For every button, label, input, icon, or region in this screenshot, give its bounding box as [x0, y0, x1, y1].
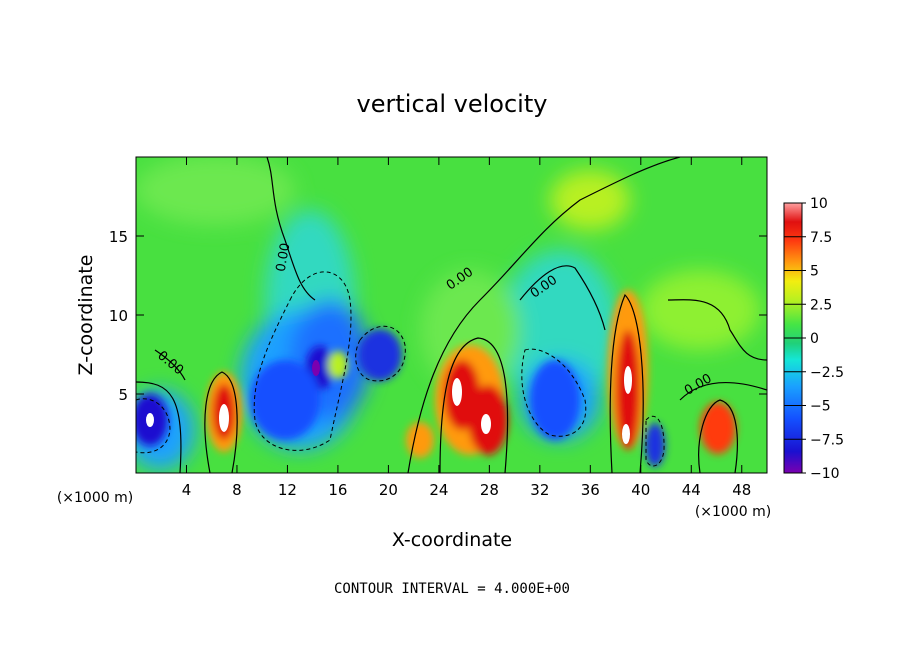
x-tick-label: 36: [581, 481, 600, 499]
colorbar-tick-label: 5: [810, 264, 819, 280]
y-tick-label: 10: [109, 307, 128, 325]
x-tick-label: 8: [232, 481, 242, 499]
x-tick-label: 40: [631, 481, 650, 499]
y-axis: 5 10 15: [109, 228, 767, 404]
x-axis: 4 8 12 16 20 24 28 32 36 40 44 48: [182, 157, 751, 499]
colorbar-tick-label: −5: [810, 399, 831, 415]
contour-lines-negative: [136, 271, 665, 467]
y-tick-label: 5: [118, 386, 128, 404]
x-axis-label: X-coordinate: [392, 529, 512, 551]
colorbar-tick-label: 7.5: [810, 230, 832, 246]
y-axis-label: Z-coordinate: [75, 255, 97, 376]
colorbar-tick-label: −7.5: [810, 432, 844, 448]
x-tick-label: 44: [682, 481, 701, 499]
colorbar-tick-label: 10: [810, 196, 828, 212]
x-tick-label: 20: [379, 481, 398, 499]
x-unit-right: (×1000 m): [695, 504, 771, 520]
colorbar-tick-label: 0: [810, 331, 819, 347]
contour-label: 0.00: [274, 242, 294, 273]
contour-interval-note: CONTOUR INTERVAL = 4.000E+00: [334, 581, 570, 597]
x-unit-left: (×1000 m): [57, 490, 133, 506]
contour-lines: [136, 157, 767, 473]
x-tick-label: 32: [530, 481, 549, 499]
x-tick-label: 28: [480, 481, 499, 499]
plot-field: [136, 157, 767, 473]
colorbar-tick-label: 2.5: [810, 297, 832, 313]
field-peaks: [146, 360, 632, 444]
x-tick-label: 16: [328, 481, 347, 499]
colorbar-tick-label: −10: [810, 466, 840, 482]
x-tick-label: 48: [732, 481, 751, 499]
chart-title: vertical velocity: [357, 90, 548, 118]
x-tick-label: 4: [182, 481, 192, 499]
y-tick-label: 15: [109, 228, 128, 246]
x-tick-label: 24: [429, 481, 448, 499]
x-tick-label: 12: [278, 481, 297, 499]
colorbar-ticks: 10 7.5 5 2.5 0 −2.5 −5 −7.5 −10: [784, 196, 844, 482]
colorbar-tick-label: −2.5: [810, 365, 844, 381]
